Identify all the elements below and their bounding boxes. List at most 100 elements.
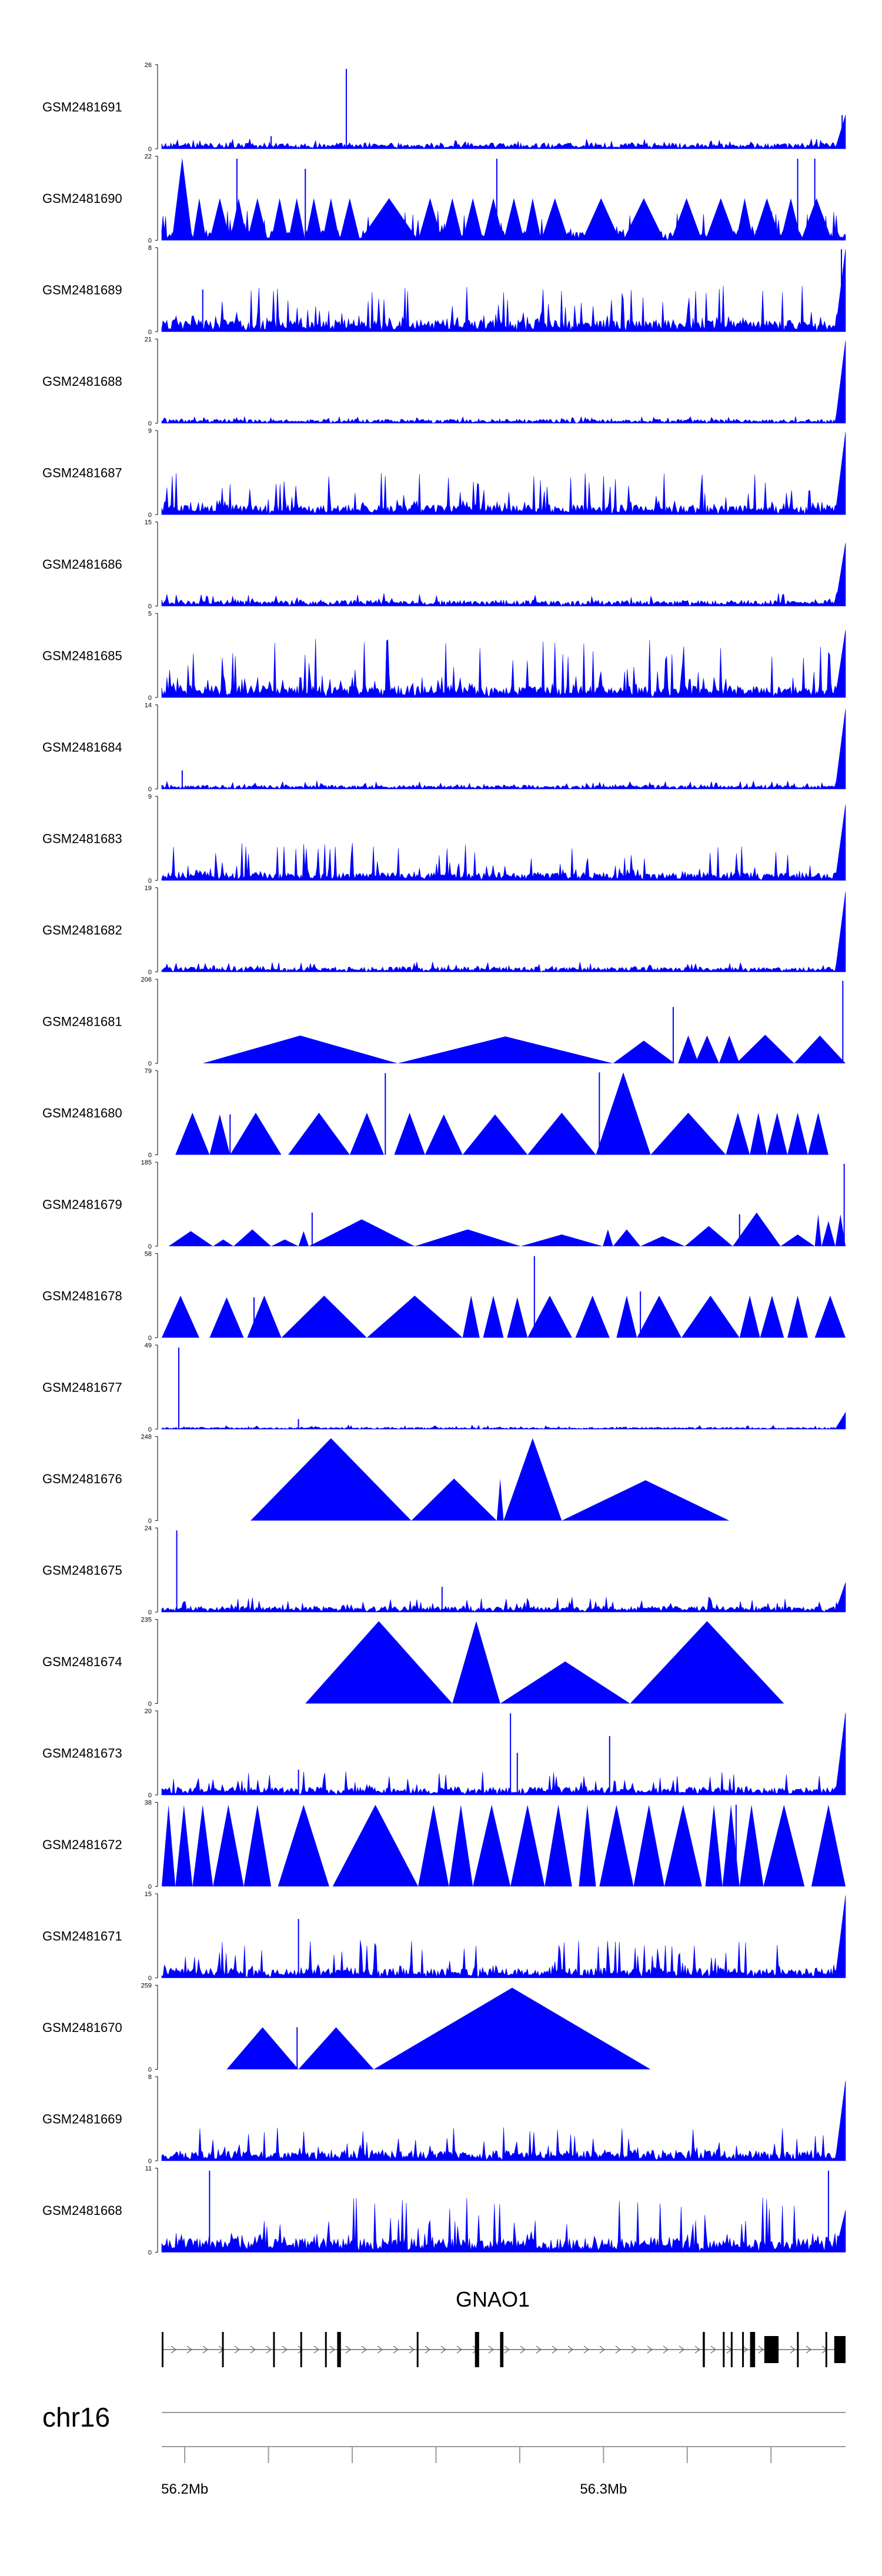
track-name: GSM2481683: [42, 832, 122, 846]
coverage-peak: [483, 1296, 504, 1338]
track-name: GSM2481670: [42, 2020, 122, 2035]
coverage-peak: [726, 1113, 750, 1155]
y-axis-min-label: 0: [148, 2067, 152, 2074]
strand-arrow: [583, 2345, 589, 2354]
track-GSM2481691: GSM2481691 26 0: [42, 62, 846, 153]
coverage-peak: [500, 1661, 630, 1704]
coverage-peak: [175, 1804, 193, 1887]
coverage-peak: [418, 198, 442, 241]
coverage-peak: [733, 1212, 781, 1246]
coverage-peak: [332, 1804, 419, 1887]
coverage-peak: [684, 1226, 733, 1246]
coverage-peak: [496, 1479, 504, 1521]
coverage-peak: [305, 198, 323, 241]
coverage-area: [161, 341, 846, 424]
coverage-peak: [524, 198, 542, 241]
track-GSM2481673: GSM2481673 20 0: [42, 1708, 846, 1799]
coverage-peak: [801, 198, 832, 241]
track-name: GSM2481685: [42, 649, 122, 663]
strand-arrow: [456, 2345, 462, 2354]
coverage-peak: [278, 1804, 329, 1887]
track-GSM2481671: GSM2481671 15 0: [42, 1891, 846, 1982]
strand-arrow: [440, 2345, 446, 2354]
y-axis-min-label: 0: [148, 695, 152, 702]
coverage-area: [161, 432, 846, 516]
strand-arrow: [171, 2345, 176, 2354]
coverage-peak: [613, 1229, 641, 1246]
track-GSM2481684: GSM2481684 14 0: [42, 702, 846, 793]
track-name: GSM2481679: [42, 1197, 122, 1212]
gene-exon: [325, 2332, 327, 2367]
track-name: GSM2481684: [42, 740, 122, 755]
strand-arrow: [425, 2345, 430, 2354]
coverage-peak: [247, 1296, 282, 1338]
coverage-peak: [271, 198, 289, 241]
coverage-peak: [787, 1296, 808, 1338]
y-axis-max-label: 22: [145, 154, 152, 161]
coverage-peak: [473, 1804, 511, 1887]
y-axis-max-label: 259: [141, 1983, 152, 1990]
coverage-peak: [681, 1296, 740, 1338]
strand-arrow: [536, 2345, 542, 2354]
chromosome-label: chr16: [42, 2402, 110, 2432]
track-GSM2481690: GSM2481690 22 0: [42, 154, 846, 245]
coverage-peak: [722, 1804, 740, 1887]
strand-arrow: [790, 2345, 796, 2354]
coverage-peak: [411, 1479, 497, 1521]
coverage-peak: [780, 198, 801, 241]
coverage-peak: [172, 158, 193, 241]
coverage-peak: [366, 1296, 463, 1338]
coverage-peak: [575, 1296, 610, 1338]
coverage-peak: [616, 1296, 637, 1338]
coverage-peak: [719, 1035, 740, 1063]
track-name: GSM2481668: [42, 2203, 122, 2218]
track-GSM2481678: GSM2481678 58 0: [42, 1251, 846, 1342]
strand-arrow: [694, 2345, 700, 2354]
strand-arrow: [758, 2345, 764, 2354]
y-axis-max-label: 26: [145, 62, 152, 69]
coverage-peak: [449, 1804, 473, 1887]
track-GSM2481686: GSM2481686 15 0: [42, 519, 846, 610]
y-axis-max-label: 8: [148, 2074, 152, 2081]
y-axis-max-label: 38: [145, 1800, 152, 1807]
coverage-peak: [213, 1804, 244, 1887]
coverage-peak: [288, 1113, 350, 1155]
coverage-peak: [579, 1804, 596, 1887]
coverage-area: [161, 892, 846, 973]
gene-exon: [834, 2336, 846, 2363]
y-axis-min-label: 0: [148, 1243, 152, 1250]
gene-exon: [797, 2332, 799, 2367]
coverage-peak: [650, 1113, 726, 1155]
strand-arrow: [409, 2345, 415, 2354]
coverage-peak: [418, 1804, 449, 1887]
y-axis-max-label: 8: [148, 245, 152, 252]
coverage-peak: [811, 1804, 846, 1887]
coverage-peak: [623, 198, 664, 241]
y-axis-max-label: 5: [148, 610, 152, 618]
track-GSM2481685: GSM2481685 5 0: [42, 610, 846, 702]
strand-arrow: [647, 2345, 653, 2354]
coverage-peak: [630, 1621, 784, 1704]
track-GSM2481676: GSM2481676 248 0: [42, 1434, 730, 1525]
coverage-peak: [243, 1804, 272, 1887]
coverage-peak: [202, 1035, 398, 1063]
y-axis-max-label: 15: [145, 1891, 152, 1898]
coverage-peak: [582, 198, 620, 241]
track-name: GSM2481669: [42, 2112, 122, 2127]
y-axis-max-label: 11: [145, 2165, 152, 2173]
track-GSM2481683: GSM2481683 9 0: [42, 793, 846, 885]
coverage-peak: [442, 198, 463, 241]
coverage-peak: [613, 1040, 675, 1063]
y-axis-min-label: 0: [148, 2158, 152, 2165]
coverage-peak: [562, 1480, 730, 1521]
coverage-peak: [640, 1236, 685, 1246]
coverage-peak: [753, 198, 781, 241]
strand-arrow: [663, 2345, 669, 2354]
y-axis-min-label: 0: [148, 1426, 152, 1433]
coverage-peak: [247, 198, 268, 241]
coverage-peak: [322, 198, 340, 241]
coverage-peak: [483, 198, 504, 241]
y-axis-min-label: 0: [148, 1792, 152, 1799]
coverage-area: [161, 543, 846, 607]
coverage-peak: [527, 1113, 596, 1155]
